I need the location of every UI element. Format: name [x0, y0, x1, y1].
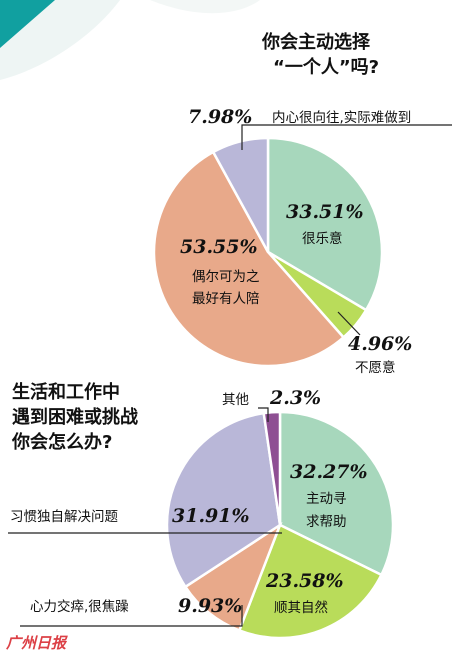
slice-pct-label: 31.91%: [172, 505, 250, 527]
slice-label: 不愿意: [355, 359, 396, 376]
pie-slice: [211, 136, 270, 253]
pie-chart-handle-difficulty: [165, 410, 395, 640]
pie-slice: [278, 410, 395, 577]
pie-slice: [266, 136, 384, 312]
chart1-title-line1: 你会主动选择: [261, 31, 371, 53]
chart2-title-line1: 生活和工作中: [12, 381, 120, 403]
chart2-title-line3: 你会怎么办?: [11, 431, 112, 453]
slice-pct-label: 2.3%: [269, 387, 321, 409]
pie-slice: [237, 523, 384, 640]
slice-pct-label: 33.51%: [286, 201, 364, 223]
chart1-title-line2: “一个人”吗?: [273, 56, 379, 78]
slice-pct-label: 9.93%: [178, 595, 242, 617]
pie-chart-choose-alone: [152, 136, 384, 368]
slice-label: 习惯独自解决问题: [10, 508, 118, 525]
slice-label: 其他: [222, 392, 249, 408]
slice-pct-label: 32.27%: [290, 461, 368, 483]
pie-slice: [262, 410, 282, 526]
slice-pct-label: 4.96%: [348, 333, 412, 355]
slice-pct-label: 23.58%: [265, 570, 344, 592]
newspaper-brand-logo: 广州日报: [5, 634, 68, 652]
chart2-title-line2: 遇到困难或挑战: [12, 406, 138, 428]
slice-label: 偶尔可为之: [192, 269, 260, 285]
slice-label: 最好有人陪: [192, 291, 260, 307]
slice-label: 很乐意: [302, 230, 343, 247]
background-decoration: [0, 0, 260, 80]
leader-lines-chart1: [241, 124, 452, 336]
pie-slice: [165, 411, 282, 589]
slice-label: 内心很向往,实际难做到: [272, 110, 411, 126]
slice-label: 主动寻: [306, 491, 347, 507]
slice-pct-label: 53.55%: [180, 236, 258, 258]
slice-label: 求帮助: [306, 514, 347, 530]
leader-lines-chart2: [8, 407, 282, 627]
slice-pct-label: 7.98%: [188, 106, 252, 128]
slice-label: 心力交瘁,很焦躁: [30, 598, 129, 615]
pie-slice: [152, 150, 346, 368]
slice-label: 顺其自然: [274, 599, 328, 616]
